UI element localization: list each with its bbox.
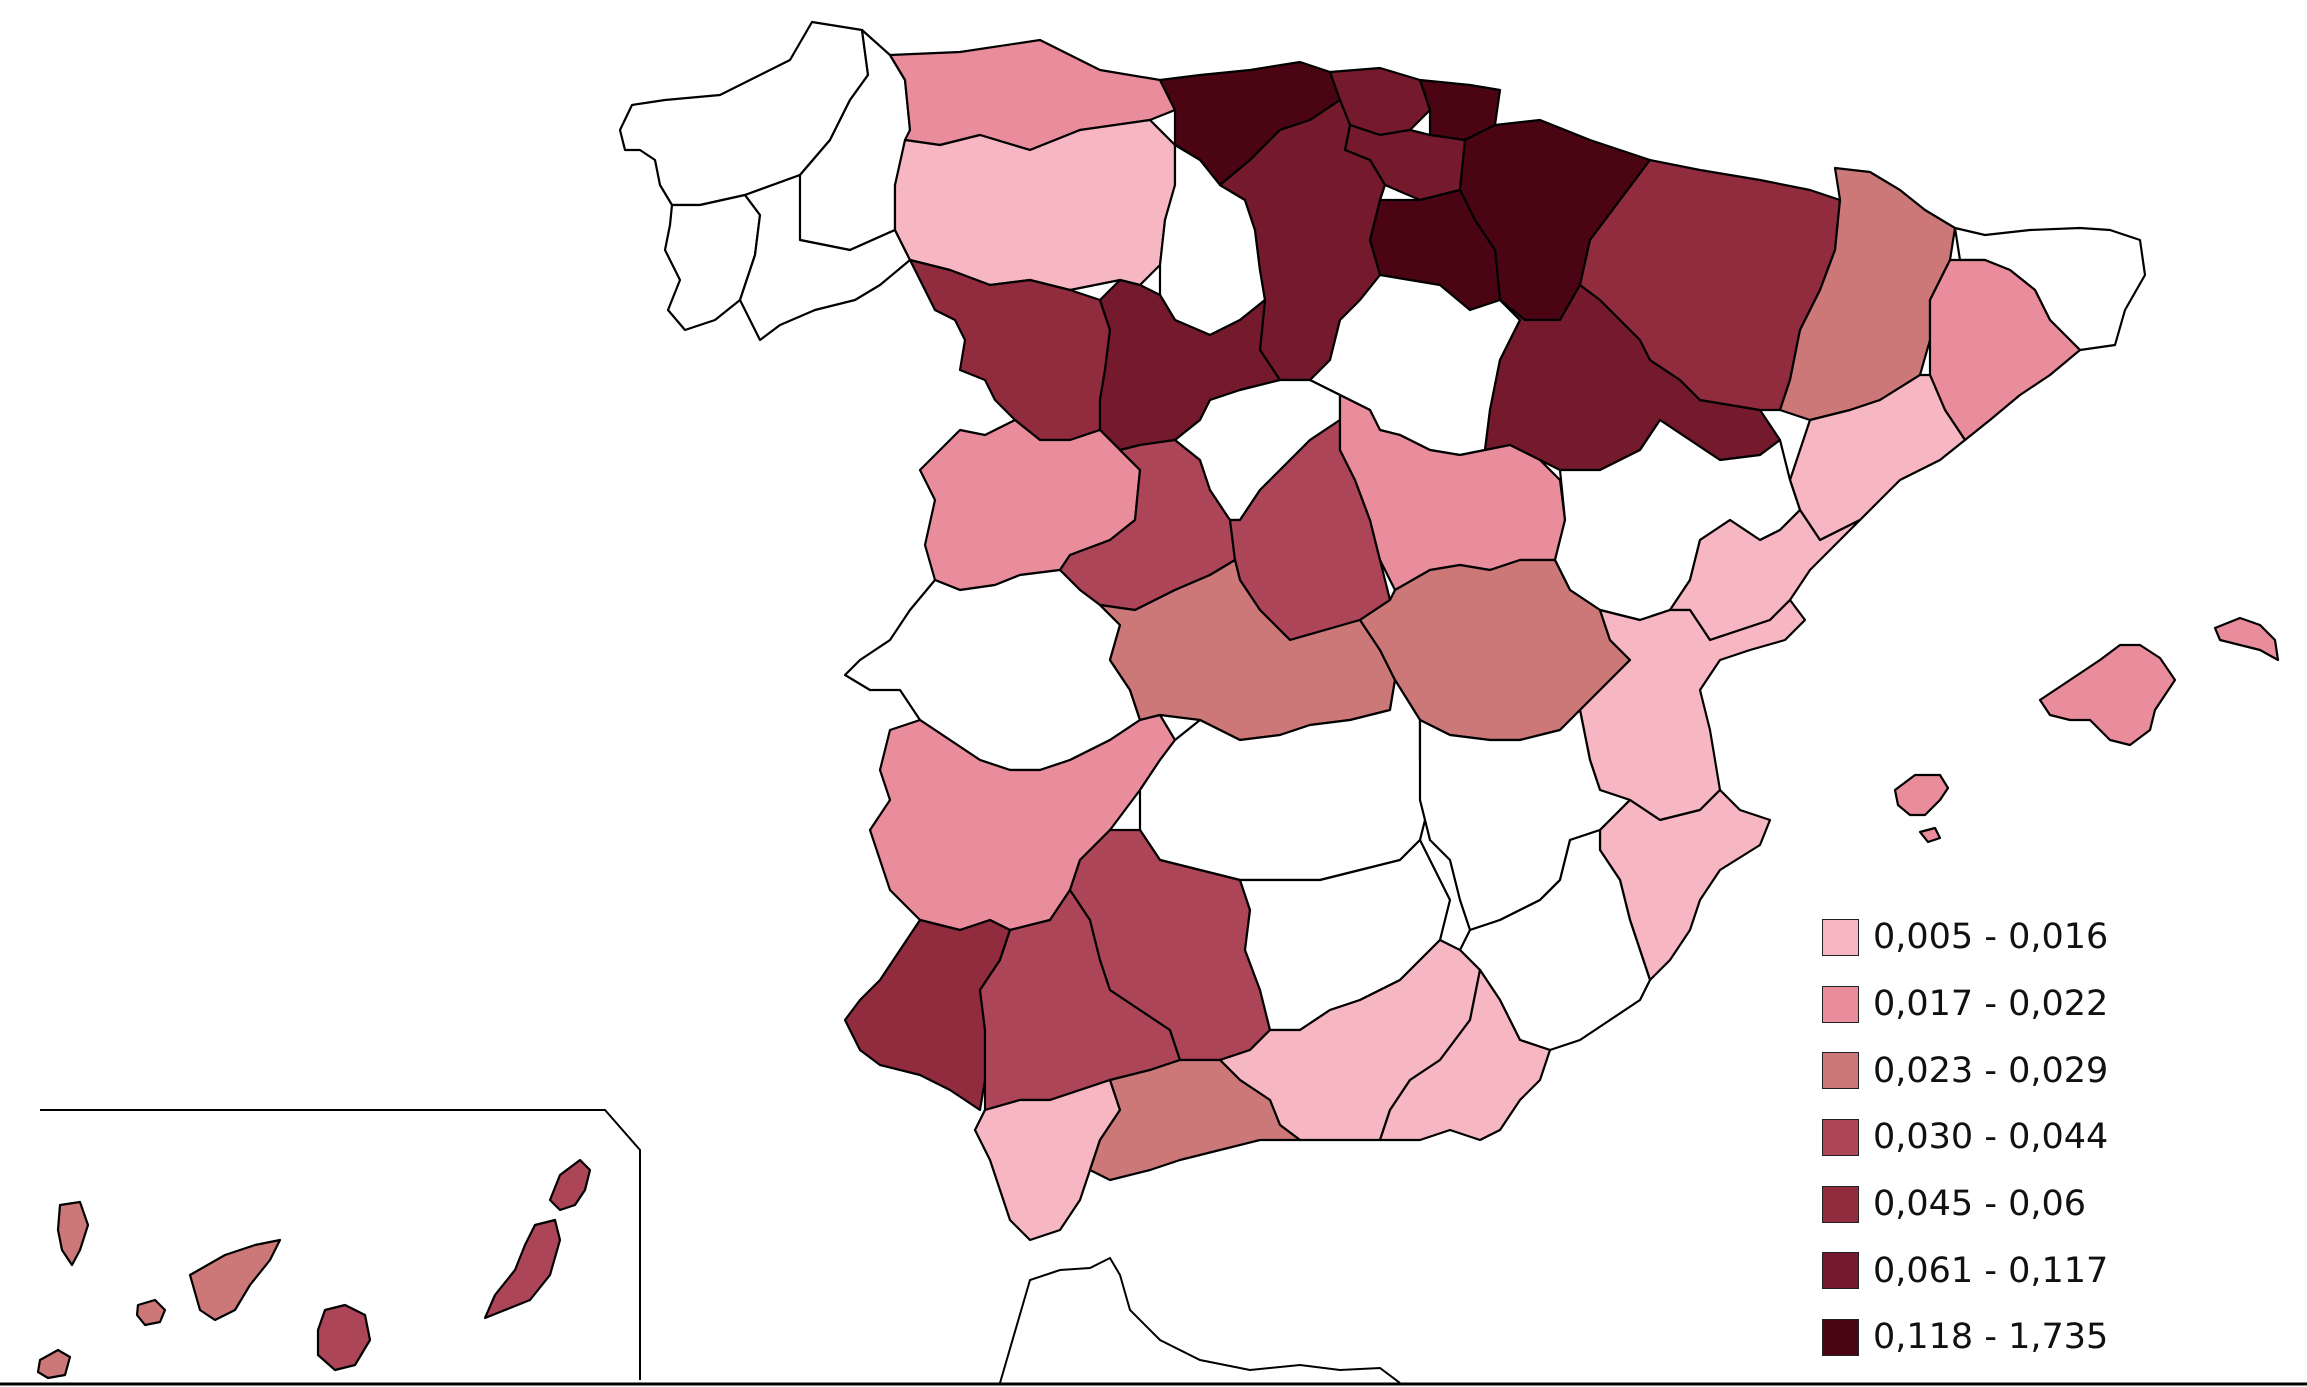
- province-la-palma: [56, 1200, 90, 1267]
- province-cadiz: [973, 1078, 1122, 1242]
- province-tenerife: [188, 1238, 282, 1322]
- legend-label: 0,017 - 0,022: [1873, 984, 2109, 1025]
- province-mallorca: [2038, 643, 2177, 747]
- province-tarragona: [1788, 373, 1967, 542]
- legend-label: 0,023 - 0,029: [1873, 1050, 2109, 1091]
- province-huelva: [843, 918, 1012, 1112]
- legend-item: 0,061 - 0,117: [1822, 1237, 2108, 1304]
- province-barcelona: [1928, 258, 2082, 442]
- legend-item: 0,118 - 1,735: [1822, 1304, 2108, 1371]
- province-ibiza: [1893, 773, 1950, 817]
- legend-item: 0,023 - 0,029: [1822, 1037, 2108, 1104]
- province-formentera: [1918, 826, 1942, 844]
- legend-label: 0,118 - 1,735: [1873, 1317, 2109, 1358]
- legend-swatch: [1822, 1318, 1859, 1356]
- province-gran-canaria: [316, 1303, 372, 1372]
- province-el-hierro: [36, 1348, 72, 1380]
- legend-item: 0,045 - 0,06: [1822, 1171, 2108, 1238]
- legend-swatch: [1822, 1185, 1859, 1223]
- province-la-gomera: [135, 1298, 167, 1327]
- legend-swatch: [1822, 1052, 1859, 1090]
- province-malaga: [1088, 1058, 1302, 1182]
- canary-inset-frame: [40, 1109, 641, 1380]
- legend-item: 0,030 - 0,044: [1822, 1104, 2108, 1171]
- legend-swatch: [1822, 985, 1859, 1023]
- legend-swatch: [1822, 1252, 1859, 1290]
- legend-label: 0,061 - 0,117: [1873, 1250, 2109, 1291]
- province-huesca: [1578, 158, 1842, 412]
- province-lanzarote: [548, 1158, 592, 1212]
- province-valencia: [1578, 598, 1807, 822]
- africa-coast-outline: [999, 1256, 1401, 1384]
- province-ourense: [738, 173, 912, 342]
- legend-label: 0,030 - 0,044: [1873, 1117, 2109, 1158]
- legend-swatch: [1822, 918, 1859, 956]
- province-fuerteventura: [483, 1218, 562, 1320]
- legend-item: 0,017 - 0,022: [1822, 971, 2108, 1038]
- legend-label: 0,005 - 0,016: [1873, 917, 2109, 958]
- legend-swatch: [1822, 1118, 1859, 1156]
- province-menorca: [2213, 616, 2280, 662]
- legend-item: 0,005 - 0,016: [1822, 904, 2108, 971]
- legend-label: 0,045 - 0,06: [1873, 1184, 2087, 1225]
- legend: 0,005 - 0,016 0,017 - 0,022 0,023 - 0,02…: [1822, 904, 2108, 1371]
- province-almeria: [1378, 968, 1552, 1142]
